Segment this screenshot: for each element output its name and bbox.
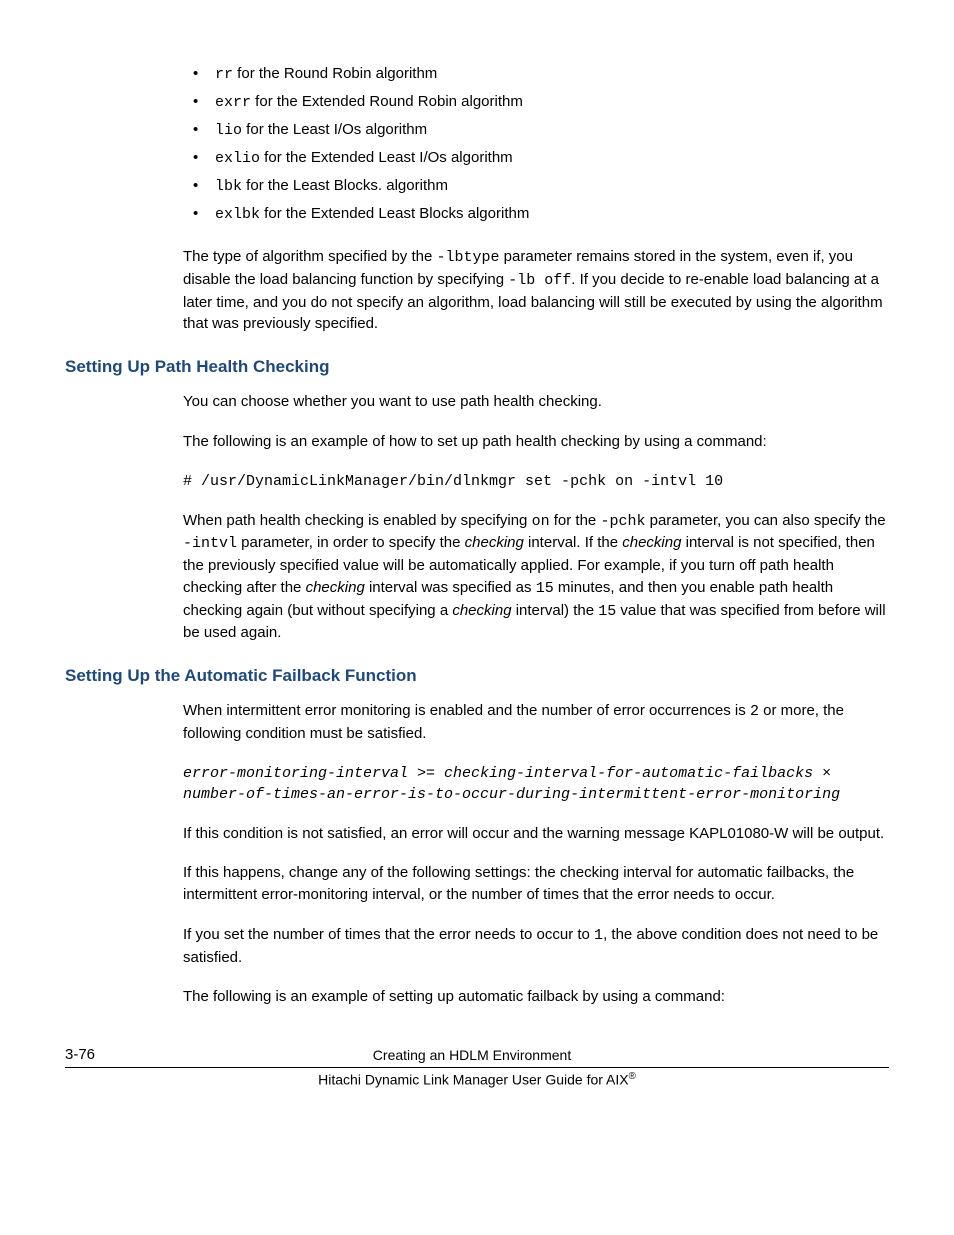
- list-item: lbk for the Least Blocks. algorithm: [215, 172, 889, 200]
- code-text: exlbk: [215, 206, 260, 223]
- algorithm-list-block: rr for the Round Robin algorithm exrr fo…: [183, 60, 889, 335]
- code-text: -lbtype: [436, 249, 499, 266]
- list-text: for the Round Robin algorithm: [233, 65, 437, 82]
- italic-text: checking: [465, 534, 524, 551]
- document-page: rr for the Round Robin algorithm exrr fo…: [0, 0, 954, 1128]
- text-span: The type of algorithm specified by the: [183, 248, 436, 265]
- code-text: rr: [215, 66, 233, 83]
- text-span: When path health checking is enabled by …: [183, 512, 532, 529]
- list-item: exrr for the Extended Round Robin algori…: [215, 88, 889, 116]
- formula-block: error-monitoring-interval >= checking-in…: [183, 763, 889, 805]
- list-text: for the Least Blocks. algorithm: [242, 177, 448, 194]
- footer-sub-text: Hitachi Dynamic Link Manager User Guide …: [318, 1072, 628, 1088]
- code-text: -lb off: [508, 272, 571, 289]
- paragraph: When intermittent error monitoring is en…: [183, 700, 889, 745]
- registered-mark: ®: [629, 1071, 636, 1082]
- code-text: lio: [215, 122, 242, 139]
- algorithm-list: rr for the Round Robin algorithm exrr fo…: [183, 60, 889, 228]
- list-text: for the Extended Least I/Os algorithm: [260, 149, 513, 166]
- paragraph: If this condition is not satisfied, an e…: [183, 823, 889, 845]
- code-text: 2: [750, 703, 759, 720]
- list-text: for the Extended Least Blocks algorithm: [260, 205, 529, 222]
- paragraph: The following is an example of how to se…: [183, 431, 889, 453]
- code-text: exrr: [215, 94, 251, 111]
- code-text: 15: [536, 580, 554, 597]
- text-span: parameter, in order to specify the: [237, 534, 465, 551]
- failback-block: When intermittent error monitoring is en…: [183, 700, 889, 1008]
- paragraph: If you set the number of times that the …: [183, 924, 889, 969]
- code-text: -intvl: [183, 535, 237, 552]
- text-span: parameter, you can also specify the: [645, 512, 885, 529]
- page-number: 3-76: [65, 1046, 95, 1063]
- footer-subtitle: Hitachi Dynamic Link Manager User Guide …: [65, 1071, 889, 1088]
- text-span: If you set the number of times that the …: [183, 926, 594, 943]
- code-text: 15: [598, 603, 616, 620]
- page-footer: 3-76 Creating an HDLM Environment Hitach…: [65, 1046, 889, 1088]
- text-span: interval) the: [512, 602, 599, 619]
- heading-failback: Setting Up the Automatic Failback Functi…: [65, 666, 889, 686]
- list-text: for the Least I/Os algorithm: [242, 121, 427, 138]
- path-health-block: You can choose whether you want to use p…: [183, 391, 889, 644]
- paragraph: If this happens, change any of the follo…: [183, 862, 889, 906]
- list-item: exlio for the Extended Least I/Os algori…: [215, 144, 889, 172]
- italic-text: checking: [306, 579, 365, 596]
- paragraph: The following is an example of setting u…: [183, 986, 889, 1008]
- heading-path-health: Setting Up Path Health Checking: [65, 357, 889, 377]
- code-text: exlio: [215, 150, 260, 167]
- text-span: interval was specified as: [365, 579, 536, 596]
- list-item: lio for the Least I/Os algorithm: [215, 116, 889, 144]
- list-item: rr for the Round Robin algorithm: [215, 60, 889, 88]
- text-span: interval. If the: [524, 534, 622, 551]
- command-example: # /usr/DynamicLinkManager/bin/dlnkmgr se…: [183, 471, 889, 492]
- text-span: When intermittent error monitoring is en…: [183, 702, 750, 719]
- code-text: on: [532, 513, 550, 530]
- footer-chapter-title: Creating an HDLM Environment: [95, 1047, 849, 1063]
- list-item: exlbk for the Extended Least Blocks algo…: [215, 200, 889, 228]
- paragraph: You can choose whether you want to use p…: [183, 391, 889, 413]
- code-text: 1: [594, 927, 603, 944]
- italic-text: checking: [452, 602, 511, 619]
- footer-top-row: 3-76 Creating an HDLM Environment: [65, 1046, 889, 1065]
- italic-text: checking: [622, 534, 681, 551]
- footer-rule: [65, 1067, 889, 1068]
- paragraph: When path health checking is enabled by …: [183, 510, 889, 645]
- code-text: -pchk: [600, 513, 645, 530]
- code-text: lbk: [215, 178, 242, 195]
- paragraph-lbtype: The type of algorithm specified by the -…: [183, 246, 889, 335]
- list-text: for the Extended Round Robin algorithm: [251, 93, 523, 110]
- text-span: for the: [550, 512, 601, 529]
